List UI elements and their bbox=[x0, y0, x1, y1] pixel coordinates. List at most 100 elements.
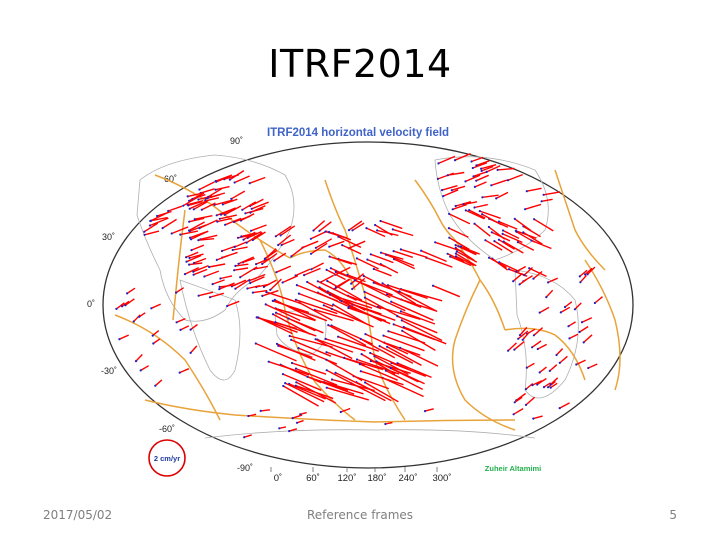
station-marker bbox=[279, 234, 282, 237]
velocity-vector bbox=[191, 244, 205, 251]
station-marker bbox=[364, 333, 367, 336]
velocity-vector bbox=[479, 210, 501, 219]
station-marker bbox=[297, 292, 300, 295]
station-marker bbox=[239, 276, 242, 279]
velocity-vector bbox=[460, 245, 480, 255]
station-marker bbox=[256, 316, 259, 319]
plate-boundary-east-pacific-rise bbox=[451, 279, 516, 431]
velocity-vector bbox=[507, 173, 523, 181]
station-marker bbox=[528, 267, 531, 270]
velocity-vector bbox=[400, 248, 428, 259]
velocity-vector bbox=[238, 256, 255, 265]
station-marker bbox=[497, 238, 500, 241]
velocity-vector bbox=[325, 338, 366, 352]
station-marker bbox=[441, 189, 444, 192]
station-marker bbox=[275, 342, 279, 345]
station-marker bbox=[118, 338, 121, 341]
station-marker bbox=[243, 436, 246, 439]
velocity-vector bbox=[352, 222, 365, 231]
velocity-vector bbox=[367, 258, 386, 268]
velocity-vector bbox=[243, 231, 256, 241]
station-marker bbox=[132, 320, 135, 323]
station-marker bbox=[179, 328, 182, 331]
velocity-vector bbox=[579, 269, 588, 277]
station-marker bbox=[372, 281, 375, 284]
plate-boundary-pacific-east bbox=[414, 179, 506, 331]
station-marker bbox=[362, 274, 365, 278]
velocity-vector bbox=[326, 280, 363, 301]
station-marker bbox=[517, 337, 520, 340]
station-marker bbox=[126, 292, 129, 295]
velocity-vector bbox=[480, 164, 497, 170]
station-marker bbox=[531, 346, 534, 349]
station-marker bbox=[351, 229, 354, 232]
station-marker bbox=[281, 281, 284, 284]
station-marker bbox=[273, 298, 276, 301]
station-marker bbox=[234, 264, 237, 267]
station-marker bbox=[185, 260, 188, 263]
station-marker bbox=[183, 273, 187, 276]
velocity-vector bbox=[239, 266, 258, 278]
velocity-vector bbox=[193, 257, 207, 264]
velocity-vector bbox=[254, 265, 268, 270]
station-marker bbox=[384, 369, 387, 372]
velocity-vector bbox=[386, 293, 422, 308]
velocity-vector bbox=[272, 313, 311, 335]
velocity-vector bbox=[280, 225, 296, 236]
velocity-vector bbox=[507, 342, 517, 352]
station-marker bbox=[493, 240, 496, 243]
velocity-vector bbox=[288, 428, 298, 432]
plate-boundary-african-east bbox=[172, 209, 186, 321]
velocity-vector bbox=[320, 274, 335, 283]
station-marker bbox=[525, 366, 528, 369]
velocity-vector bbox=[532, 380, 543, 386]
station-marker bbox=[513, 401, 516, 404]
velocity-vector bbox=[348, 220, 363, 231]
station-marker bbox=[522, 231, 525, 234]
velocity-vector bbox=[264, 248, 277, 260]
station-marker bbox=[277, 243, 280, 247]
velocity-vector bbox=[390, 301, 434, 321]
velocity-vector bbox=[495, 191, 509, 200]
station-marker bbox=[496, 168, 499, 171]
velocity-vector bbox=[265, 303, 301, 322]
velocity-vector bbox=[215, 185, 230, 191]
station-marker bbox=[290, 255, 293, 258]
velocity-vector bbox=[393, 258, 415, 270]
station-marker bbox=[237, 262, 240, 265]
velocity-vector bbox=[393, 250, 414, 258]
velocity-vector bbox=[397, 315, 438, 334]
station-marker bbox=[363, 296, 366, 299]
velocity-vector bbox=[311, 262, 324, 270]
station-marker bbox=[454, 255, 458, 258]
station-marker bbox=[464, 180, 467, 183]
velocity-vector bbox=[190, 230, 209, 240]
velocity-vector bbox=[295, 385, 334, 400]
station-marker bbox=[192, 273, 195, 276]
station-marker bbox=[559, 311, 562, 314]
station-marker bbox=[455, 250, 458, 253]
station-marker bbox=[531, 384, 534, 387]
plate-boundary-mid-atlantic-south bbox=[114, 314, 221, 421]
velocity-vector bbox=[235, 278, 251, 290]
velocity-vector bbox=[282, 385, 319, 407]
velocity-vector bbox=[370, 253, 394, 264]
velocity-vector bbox=[180, 230, 199, 236]
station-marker bbox=[437, 162, 440, 165]
velocity-vector bbox=[276, 265, 292, 273]
station-marker bbox=[481, 213, 484, 216]
station-marker bbox=[391, 228, 394, 231]
station-marker bbox=[487, 225, 490, 229]
station-marker bbox=[399, 346, 402, 349]
velocity-vector bbox=[224, 205, 242, 216]
velocity-vector bbox=[138, 312, 146, 318]
station-marker bbox=[475, 164, 478, 167]
scale-circle bbox=[148, 439, 186, 477]
velocity-vector bbox=[204, 270, 220, 278]
velocity-vector bbox=[241, 201, 257, 211]
velocity-vector bbox=[533, 415, 543, 420]
station-marker bbox=[558, 407, 561, 410]
station-marker bbox=[454, 204, 457, 208]
velocity-vector bbox=[353, 375, 390, 390]
velocity-vector bbox=[522, 231, 543, 245]
